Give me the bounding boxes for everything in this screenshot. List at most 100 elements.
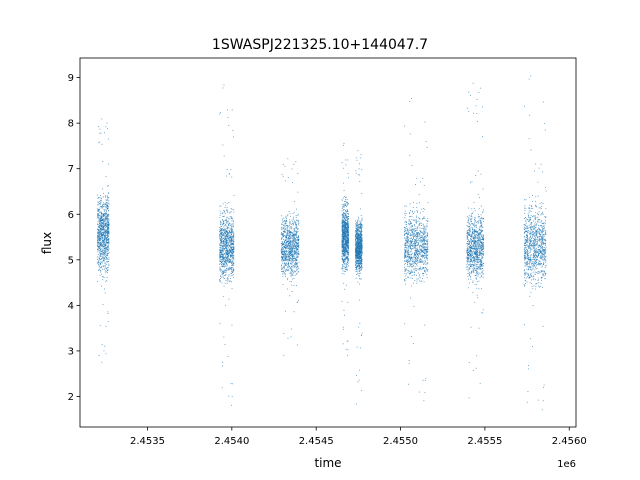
data-point bbox=[346, 340, 348, 342]
data-point bbox=[226, 242, 228, 244]
data-point bbox=[107, 246, 109, 248]
data-point bbox=[101, 213, 102, 215]
data-point bbox=[347, 221, 349, 222]
data-point bbox=[231, 232, 233, 234]
data-point bbox=[285, 239, 287, 241]
data-point bbox=[219, 280, 221, 281]
data-point bbox=[344, 228, 346, 230]
data-point bbox=[228, 251, 230, 253]
data-point bbox=[103, 243, 104, 245]
data-point bbox=[108, 214, 110, 216]
data-point bbox=[99, 218, 101, 219]
data-point bbox=[284, 256, 286, 257]
data-point bbox=[232, 250, 234, 252]
data-point bbox=[106, 222, 108, 224]
data-point bbox=[226, 260, 228, 262]
data-point bbox=[347, 251, 349, 252]
data-point bbox=[360, 261, 362, 263]
data-point bbox=[425, 141, 427, 142]
data-point bbox=[413, 238, 414, 239]
data-point bbox=[102, 249, 104, 251]
data-point bbox=[224, 245, 225, 247]
data-point bbox=[96, 217, 98, 219]
data-point bbox=[225, 262, 227, 264]
data-point bbox=[108, 221, 109, 223]
data-point bbox=[288, 262, 289, 264]
data-point bbox=[283, 235, 285, 236]
data-point bbox=[103, 204, 105, 206]
data-point bbox=[106, 247, 108, 248]
data-point bbox=[342, 214, 343, 216]
data-point bbox=[290, 251, 292, 253]
data-point bbox=[106, 210, 108, 212]
data-point bbox=[226, 253, 227, 255]
data-point bbox=[103, 232, 105, 234]
data-point bbox=[426, 269, 428, 271]
data-point bbox=[106, 229, 107, 231]
data-point bbox=[359, 272, 361, 274]
data-point bbox=[356, 252, 358, 253]
data-point bbox=[424, 249, 426, 251]
data-point bbox=[100, 199, 102, 201]
data-point bbox=[287, 288, 288, 290]
data-point bbox=[224, 258, 226, 260]
data-point bbox=[346, 202, 348, 204]
data-point bbox=[105, 230, 107, 231]
data-point bbox=[415, 260, 417, 261]
data-point bbox=[414, 266, 416, 268]
data-point bbox=[405, 213, 407, 214]
data-point bbox=[360, 252, 362, 253]
data-point bbox=[343, 219, 344, 221]
data-point bbox=[224, 344, 226, 345]
data-point bbox=[283, 269, 285, 271]
data-point bbox=[219, 112, 221, 113]
data-point bbox=[107, 128, 108, 129]
data-point bbox=[419, 267, 421, 269]
data-point bbox=[101, 222, 103, 223]
data-point bbox=[102, 226, 103, 228]
data-point bbox=[98, 233, 100, 235]
data-point bbox=[223, 242, 225, 244]
data-point bbox=[108, 261, 109, 262]
data-point bbox=[294, 238, 296, 239]
data-point bbox=[221, 254, 223, 256]
data-point bbox=[346, 215, 347, 217]
data-point bbox=[106, 231, 108, 233]
data-point bbox=[290, 234, 291, 235]
data-point bbox=[229, 241, 231, 243]
data-point bbox=[103, 350, 105, 352]
data-point bbox=[344, 261, 346, 262]
data-point bbox=[297, 268, 299, 269]
data-point bbox=[358, 232, 359, 234]
data-point bbox=[102, 247, 104, 249]
data-point bbox=[343, 232, 345, 234]
data-point bbox=[297, 220, 298, 222]
data-point bbox=[423, 243, 424, 245]
data-point bbox=[287, 238, 289, 240]
data-point bbox=[105, 237, 107, 239]
data-point bbox=[296, 262, 298, 264]
data-point bbox=[344, 231, 346, 233]
data-point bbox=[231, 217, 233, 219]
data-point bbox=[285, 270, 287, 272]
data-point bbox=[107, 229, 109, 231]
data-point bbox=[291, 269, 293, 271]
data-point bbox=[357, 281, 359, 283]
data-point bbox=[287, 266, 289, 268]
data-point bbox=[361, 257, 362, 259]
data-point bbox=[102, 202, 104, 204]
data-point bbox=[344, 212, 346, 214]
data-point bbox=[343, 240, 345, 241]
data-point bbox=[360, 258, 362, 259]
data-point bbox=[421, 280, 423, 282]
data-point bbox=[98, 196, 100, 198]
data-point bbox=[297, 252, 299, 254]
data-point bbox=[100, 212, 102, 213]
data-point bbox=[346, 232, 348, 233]
data-point bbox=[107, 227, 109, 229]
data-point bbox=[343, 248, 345, 249]
data-point bbox=[342, 251, 344, 253]
data-point bbox=[425, 243, 427, 245]
data-point bbox=[408, 276, 409, 278]
data-point bbox=[346, 262, 348, 264]
